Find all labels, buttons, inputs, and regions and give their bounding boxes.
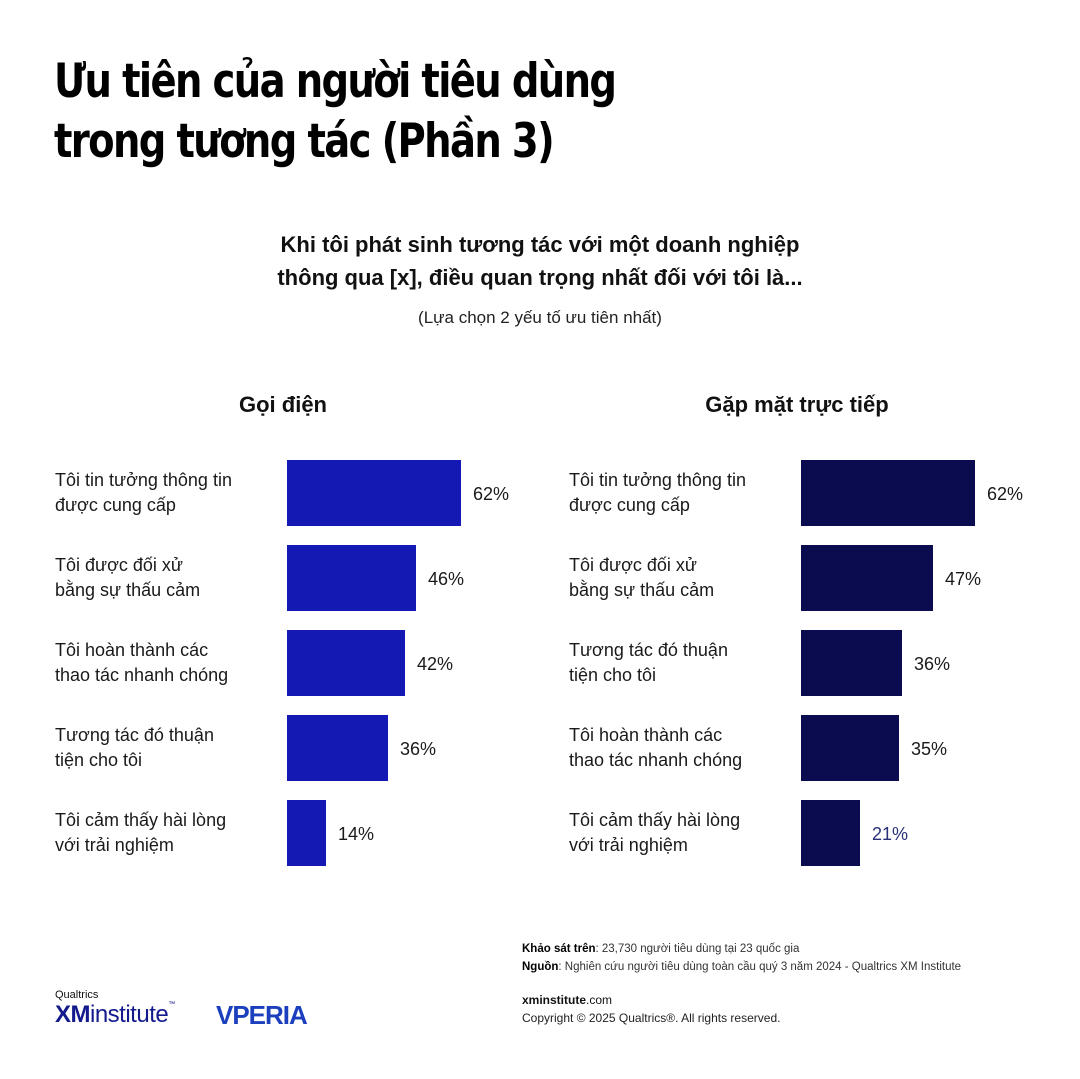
survey-label: Khảo sát trên	[522, 943, 596, 955]
call-category-label: Tương tác đó thuận tiện cho tôi	[55, 723, 280, 773]
category-label-line: tiện cho tôi	[55, 750, 143, 770]
inperson-value-label: 21%	[872, 824, 909, 844]
title-line: Ưu tiên của người tiêu dùng	[54, 54, 617, 109]
call-bar	[287, 460, 461, 526]
inperson-category-label: Tôi hoàn thành các thao tác nhanh chóng	[569, 723, 794, 773]
call-category-label: Tôi hoàn thành các thao tác nhanh chóng	[55, 638, 280, 688]
institute-logo-text: institute	[90, 1001, 169, 1028]
question-hint: (Lựa chọn 2 yếu tố ưu tiên nhất)	[418, 308, 662, 327]
call-category-label: Tôi tin tưởng thông tin được cung cấp	[55, 468, 280, 518]
category-label-line: thao tác nhanh chóng	[569, 750, 743, 770]
category-label-line: Tôi được đối xử	[569, 555, 697, 575]
question-line: thông qua [x], điều quan trọng nhất đối …	[277, 265, 803, 290]
inperson-value-label: 62%	[987, 484, 1024, 504]
title-line: trong tương tác (Phần 3)	[54, 114, 555, 169]
category-label-line: Tương tác đó thuận	[569, 640, 728, 660]
call-value-label: 46%	[428, 569, 465, 589]
source-label: Nguồn	[522, 961, 559, 973]
call-value-label: 62%	[473, 484, 510, 504]
inperson-category-label: Tôi cảm thấy hài lòng với trải nghiệm	[569, 808, 794, 858]
website-link-rest: .com	[586, 993, 613, 1007]
call-bar	[287, 800, 326, 866]
category-label-line: Tôi tin tưởng thông tin	[569, 470, 746, 490]
category-label-line: với trải nghiệm	[55, 835, 174, 855]
source-text: : Nghiên cứu người tiêu dùng toàn cầu qu…	[558, 961, 962, 973]
category-label-line: Tôi hoàn thành các	[55, 640, 209, 660]
inperson-bar	[801, 800, 860, 866]
category-label-line: tiện cho tôi	[569, 665, 657, 685]
inperson-bar	[801, 460, 975, 526]
qualtrics-wordmark: Qualtrics	[55, 989, 99, 1001]
xm-logo-mark: XM	[55, 1001, 91, 1028]
survey-text: : 23,730 người tiêu dùng tại 23 quốc gia	[595, 943, 800, 955]
category-label-line: được cung cấp	[55, 495, 176, 515]
category-label-line: Tôi tin tưởng thông tin	[55, 470, 232, 490]
call-bar	[287, 545, 416, 611]
website-link-bold: xminstitute	[522, 993, 587, 1007]
inperson-value-label: 35%	[911, 739, 948, 759]
call-value-label: 14%	[338, 824, 375, 844]
call-chart-title: Gọi điện	[239, 392, 327, 417]
inperson-value-label: 47%	[945, 569, 982, 589]
source-footnote: Nguồn: Nghiên cứu người tiêu dùng toàn c…	[522, 959, 961, 975]
call-value-label: 36%	[400, 739, 437, 759]
category-label-line: với trải nghiệm	[569, 835, 688, 855]
survey-footnote: Khảo sát trên: 23,730 người tiêu dùng tạ…	[522, 941, 799, 957]
inperson-category-label: Tôi tin tưởng thông tin được cung cấp	[569, 468, 794, 518]
category-label-line: thao tác nhanh chóng	[55, 665, 229, 685]
category-label-line: Tôi cảm thấy hài lòng	[569, 810, 741, 830]
category-label-line: Tôi cảm thấy hài lòng	[55, 810, 227, 830]
category-label-line: Tôi hoàn thành các	[569, 725, 723, 745]
survey-question: Khi tôi phát sinh tương tác với một doan…	[0, 228, 1080, 294]
call-category-label: Tôi được đối xử bằng sự thấu cảm	[55, 553, 280, 603]
category-label-line: được cung cấp	[569, 495, 690, 515]
xm-institute-logo: XMinstitute™	[55, 1001, 175, 1029]
copyright-text: Copyright © 2025 Qualtrics®. All rights …	[522, 1011, 781, 1025]
inperson-category-label: Tôi được đối xử bằng sự thấu cảm	[569, 553, 794, 603]
category-label-line: Tôi được đối xử	[55, 555, 183, 575]
category-label-line: bằng sự thấu cảm	[55, 580, 201, 600]
inperson-bar	[801, 630, 902, 696]
category-label-line: bằng sự thấu cảm	[569, 580, 715, 600]
category-label-line: Tương tác đó thuận	[55, 725, 214, 745]
inperson-bar	[801, 715, 899, 781]
call-category-label: Tôi cảm thấy hài lòng với trải nghiệm	[55, 808, 280, 858]
vperia-logo: VPERIA	[216, 1000, 308, 1030]
inperson-category-label: Tương tác đó thuận tiện cho tôi	[569, 638, 794, 688]
page-title: Ưu tiên của người tiêu dùng trong tương …	[54, 52, 617, 172]
trademark-mark: ™	[168, 1001, 175, 1008]
call-value-label: 42%	[417, 654, 454, 674]
inperson-chart-title: Gặp mặt trực tiếp	[705, 392, 889, 417]
call-bar	[287, 630, 405, 696]
call-bar	[287, 715, 388, 781]
inperson-bar	[801, 545, 933, 611]
question-line: Khi tôi phát sinh tương tác với một doan…	[280, 232, 800, 257]
inperson-value-label: 36%	[914, 654, 951, 674]
website-link[interactable]: xminstitute.com	[522, 993, 612, 1007]
